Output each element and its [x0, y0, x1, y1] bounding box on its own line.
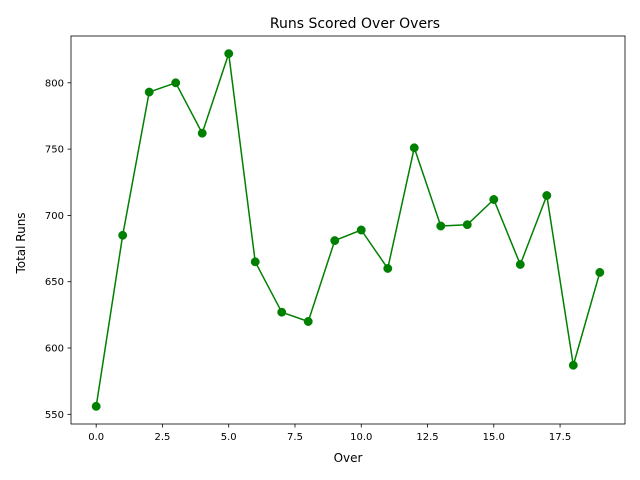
axes: 0.0 2.5 5.0 7.5 10.0 12.5 15.0 17.5 550 600 650 700… [45, 35, 626, 443]
y-tick-label: 600 [45, 344, 64, 355]
data-point [277, 307, 287, 317]
y-tick-label: 650 [45, 277, 64, 288]
chart-title: Runs Scored Over Overs [270, 16, 440, 32]
data-point [118, 230, 128, 240]
plot-frame [70, 35, 626, 425]
x-axis-label: Over [334, 451, 363, 465]
data-point [409, 143, 419, 153]
data-point [462, 220, 472, 230]
x-tick-label: 5.0 [221, 432, 237, 443]
y-tick-label: 800 [45, 78, 64, 89]
y-tick-label: 750 [45, 145, 64, 156]
data-point [436, 221, 446, 231]
data-point [356, 225, 366, 235]
y-axis-label: Total Runs [14, 212, 28, 274]
data-point [303, 317, 313, 326]
data-point [250, 257, 260, 267]
data-point [568, 360, 578, 370]
plot-area [91, 49, 605, 411]
y-tick-label: 700 [45, 211, 64, 222]
data-point [489, 195, 499, 204]
x-tick-label: 0.0 [88, 432, 104, 443]
x-tick-label: 15.0 [483, 432, 505, 443]
data-point [595, 267, 605, 277]
series-line [95, 52, 601, 407]
data-point [144, 87, 154, 97]
data-point [91, 401, 101, 411]
data-point [171, 78, 181, 88]
data-point [197, 128, 207, 138]
x-tick-label: 2.5 [154, 432, 170, 443]
data-point [542, 191, 552, 200]
data-point [224, 49, 234, 59]
x-tick-label: 7.5 [287, 432, 303, 443]
data-point [330, 236, 340, 246]
y-tick-label: 550 [45, 410, 64, 421]
data-point [515, 260, 525, 269]
x-tick-label: 12.5 [416, 432, 438, 443]
x-tick-label: 10.0 [350, 432, 372, 443]
data-point [383, 264, 393, 273]
x-tick-label: 17.5 [549, 432, 571, 443]
